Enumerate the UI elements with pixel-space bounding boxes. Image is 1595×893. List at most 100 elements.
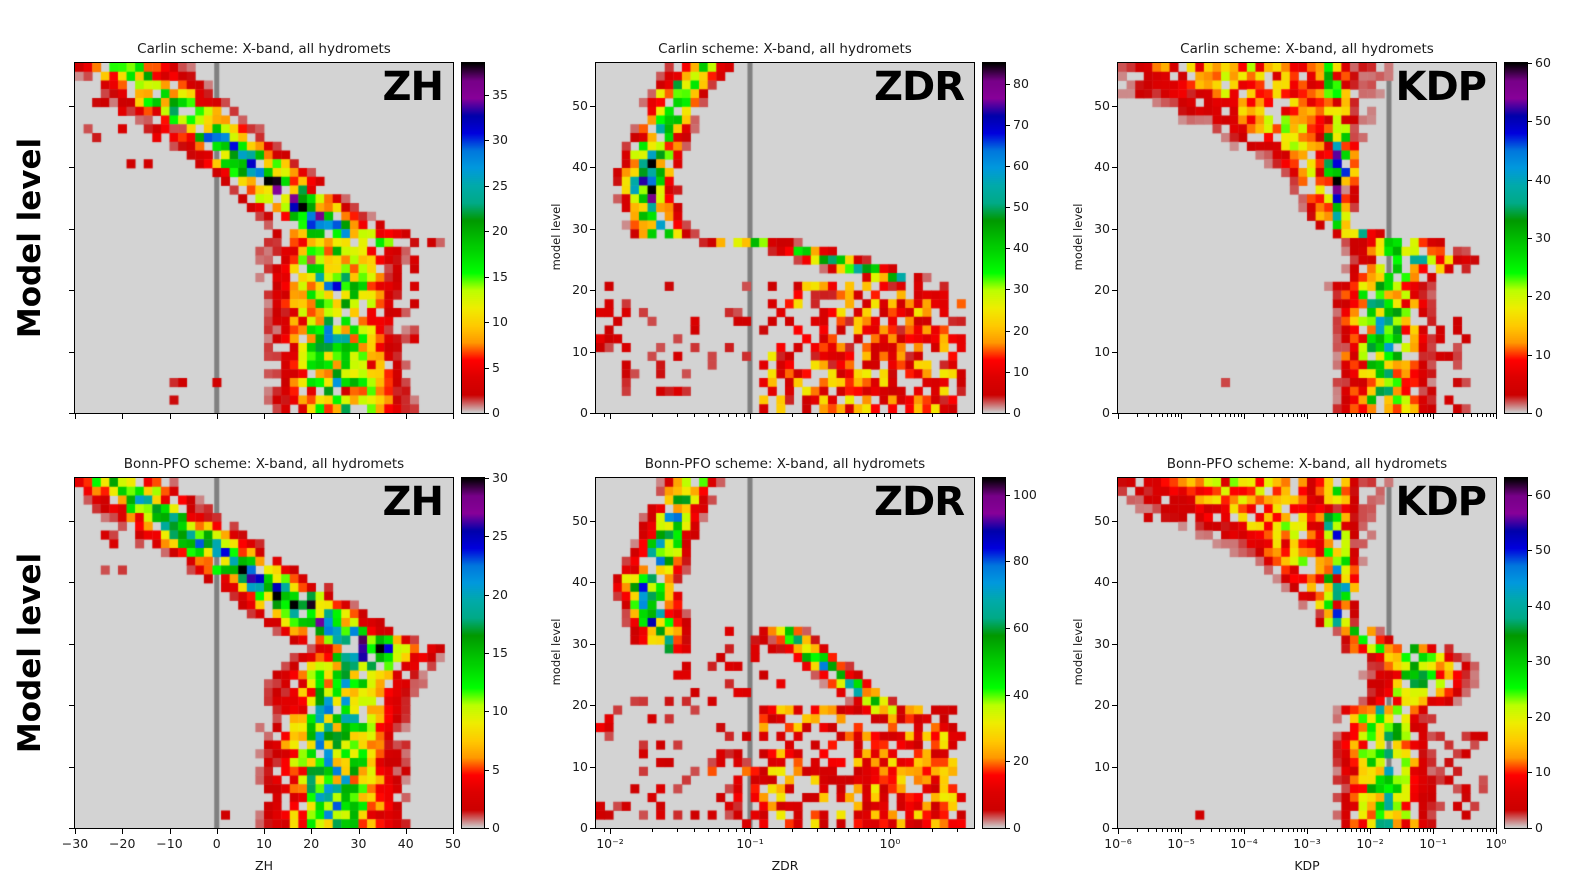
x-tick-label: −30 <box>61 836 89 851</box>
colorbar-tick <box>1528 238 1532 239</box>
colorbar-tick-label: 20 <box>1013 322 1029 338</box>
y-major-tick <box>1112 351 1117 353</box>
x-minor-tick <box>1344 829 1346 832</box>
y-tick-label: 40 <box>1094 574 1110 590</box>
x-minor-tick <box>1297 414 1299 417</box>
y-tick-label: 0 <box>1102 405 1110 420</box>
x-minor-tick <box>694 829 696 832</box>
heatmap-canvas-bonn-kdp <box>1118 478 1496 828</box>
plot-area <box>74 477 454 829</box>
x-tick-label: −20 <box>109 836 136 851</box>
x-minor-tick <box>1388 414 1390 417</box>
x-minor-tick <box>736 414 738 417</box>
colorbar-tick <box>485 322 489 324</box>
x-minor-tick <box>1356 414 1358 417</box>
colorbar-tick <box>1528 179 1532 181</box>
x-minor-tick <box>1237 829 1239 832</box>
colorbar-tick <box>1006 761 1010 763</box>
x-major-tick <box>750 414 751 419</box>
colorbar-carlin-zh <box>461 62 485 414</box>
x-minor-tick <box>1414 829 1416 832</box>
x-minor-tick <box>1167 829 1169 832</box>
x-minor-tick <box>1337 829 1339 832</box>
x-minor-tick <box>932 414 934 417</box>
colorbar-tick-label: 100 <box>1013 486 1037 502</box>
x-minor-tick <box>834 829 836 832</box>
colorbar-tick-label: 20 <box>1535 708 1551 724</box>
x-major-tick <box>1307 829 1308 834</box>
x-tick-label: 40 <box>397 836 414 851</box>
colorbar-tick-label: 25 <box>492 177 508 193</box>
heatmap-canvas-carlin-zdr <box>596 63 974 413</box>
x-tick-label: −10 <box>156 836 183 851</box>
colorbar-tick <box>1006 83 1010 85</box>
x-minor-tick <box>1288 414 1290 417</box>
colorbar-tick <box>485 478 489 479</box>
corner-label-zh: ZH <box>382 64 444 110</box>
y-tick-label: 40 <box>1094 159 1110 175</box>
x-minor-tick <box>1171 414 1173 417</box>
corner-label-zdr: ZDR <box>873 64 965 110</box>
x-minor-tick <box>868 414 870 417</box>
x-minor-tick <box>676 414 678 417</box>
x-minor-tick <box>883 829 885 832</box>
x-minor-tick <box>1351 414 1353 417</box>
colorbar-bonn-zdr <box>982 477 1006 829</box>
y-major-tick <box>1112 105 1117 107</box>
x-major-tick <box>405 829 407 834</box>
colorbar-tick <box>485 594 489 596</box>
colorbar-tick-label: 10 <box>1013 363 1029 379</box>
x-minor-tick <box>1407 414 1409 417</box>
x-minor-tick <box>1486 829 1488 832</box>
x-major-tick <box>610 414 611 419</box>
y-tick-label: 20 <box>572 697 588 713</box>
colorbar-carlin-kdp <box>1504 62 1528 414</box>
x-minor-tick <box>1493 414 1495 417</box>
x-major-tick <box>264 829 265 834</box>
colorbar-canvas <box>462 63 484 413</box>
y-major-tick <box>590 828 595 829</box>
x-minor-tick <box>1407 829 1409 832</box>
x-minor-tick <box>1477 414 1479 417</box>
y-tick-label: 40 <box>572 574 588 590</box>
colorbar-tick <box>1528 772 1532 774</box>
x-tick-label: 10⁰ <box>879 836 901 851</box>
colorbar-tick <box>485 276 489 278</box>
x-major-tick <box>169 829 171 834</box>
x-major-tick <box>890 829 891 834</box>
colorbar-tick-label: 50 <box>1535 113 1551 129</box>
colorbar-tick <box>1006 330 1010 332</box>
x-minor-tick <box>1400 829 1402 832</box>
colorbar-tick-label: 10 <box>1535 346 1551 362</box>
x-minor-tick <box>1325 414 1327 417</box>
y-tick-label: 50 <box>572 97 588 113</box>
x-minor-tick <box>1493 829 1495 832</box>
x-minor-tick <box>1477 829 1479 832</box>
y-major-tick <box>69 520 74 522</box>
colorbar-tick <box>1006 628 1010 629</box>
x-tick-label: 10⁻⁶ <box>1104 836 1132 851</box>
colorbar-tick-label: 40 <box>1013 686 1029 702</box>
colorbar-tick-label: 15 <box>492 645 508 660</box>
x-minor-tick <box>1218 829 1220 832</box>
colorbar-tick <box>1528 121 1532 123</box>
row-ylabel-top: Model level <box>12 137 48 339</box>
x-minor-tick <box>1400 414 1402 417</box>
corner-label-kdp: KDP <box>1395 64 1487 110</box>
x-minor-tick <box>1237 414 1239 417</box>
x-minor-tick <box>1174 414 1176 417</box>
y-axis-label: model level <box>1071 618 1085 686</box>
x-minor-tick <box>1171 829 1173 832</box>
x-minor-tick <box>676 829 678 832</box>
x-minor-tick <box>1463 829 1465 832</box>
colorbar-tick <box>485 367 489 369</box>
colorbar-tick <box>485 140 489 142</box>
x-major-tick <box>610 829 611 834</box>
y-major-tick <box>590 643 595 645</box>
y-major-tick <box>590 705 595 707</box>
colorbar-canvas <box>1505 478 1527 828</box>
colorbar-tick-label: 80 <box>1013 553 1029 569</box>
y-major-tick <box>590 167 595 169</box>
x-minor-tick <box>1470 829 1472 832</box>
x-minor-tick <box>1297 829 1299 832</box>
